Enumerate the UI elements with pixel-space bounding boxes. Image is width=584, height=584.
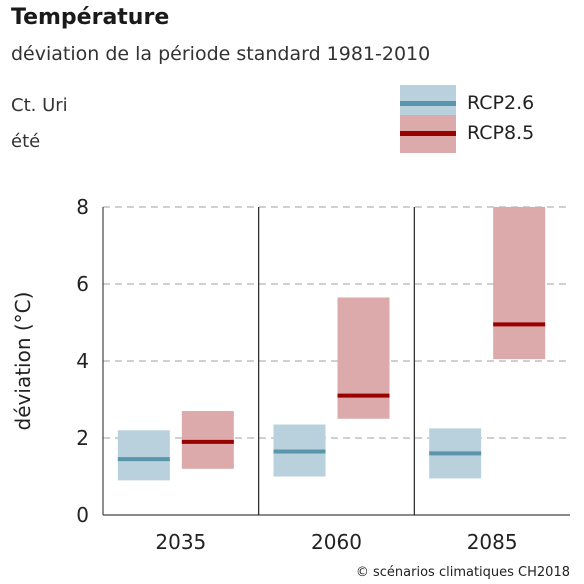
- range-box-rcp26-2035: [117, 430, 170, 481]
- copyright-footer: © scénarios climatiques CH2018: [355, 565, 570, 580]
- range-box-rcp85-2085: [493, 207, 546, 360]
- y-axis-label: déviation (°C): [11, 292, 35, 431]
- y-tick-label-8: 8: [76, 195, 89, 219]
- legend-median-line-rcp26: [400, 101, 456, 106]
- x-tick-label-2060: 2060: [311, 530, 362, 554]
- season-label: été: [11, 131, 41, 152]
- x-tick-label-2035: 2035: [155, 530, 206, 554]
- legend-swatch-rcp85: [400, 115, 456, 153]
- chart-title: Température: [11, 5, 170, 30]
- legend-item-rcp85: RCP8.5: [400, 115, 570, 153]
- y-tick-label-0: 0: [76, 503, 89, 527]
- y-tick-label-2: 2: [76, 426, 89, 450]
- range-box-rcp85-2060: [337, 297, 390, 419]
- y-tick-label-4: 4: [76, 349, 89, 373]
- region-label: Ct. Uri: [11, 95, 68, 116]
- legend-label-rcp26: RCP2.6: [467, 92, 535, 114]
- x-tick-label-2085: 2085: [467, 530, 518, 554]
- y-tick-label-6: 6: [76, 272, 89, 296]
- chart-subtitle: déviation de la période standard 1981-20…: [11, 43, 431, 65]
- legend-median-line-rcp85: [400, 131, 456, 136]
- legend-label-rcp85: RCP8.5: [467, 122, 535, 144]
